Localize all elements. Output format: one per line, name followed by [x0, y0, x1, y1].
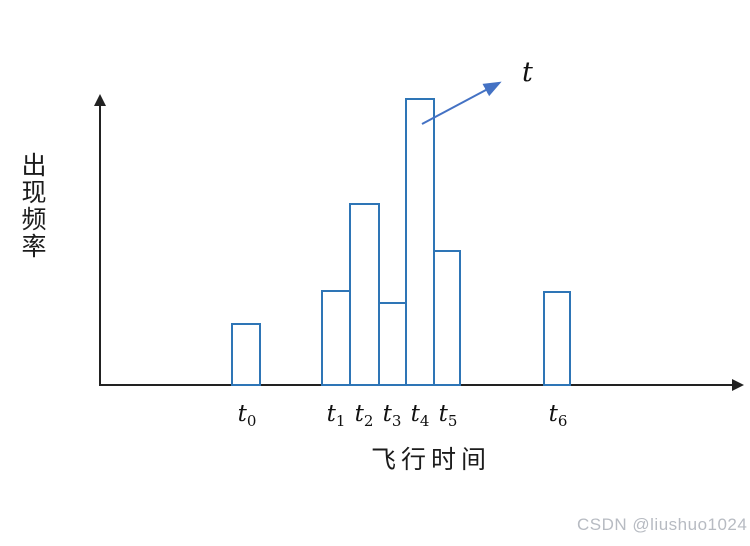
- tick-label-t5: t5: [438, 401, 458, 430]
- bar-t1-t2: [321, 290, 351, 386]
- x-axis-arrowhead-icon: [732, 379, 744, 391]
- tick-label-t6: t6: [548, 401, 568, 430]
- bar-t2-t3: [349, 203, 380, 386]
- y-axis-arrowhead-icon: [94, 94, 106, 106]
- y-axis-line: [99, 104, 101, 386]
- x-axis-label: 飞行时间: [371, 445, 492, 474]
- bar-t6: [543, 291, 571, 386]
- bar-t5: [433, 250, 461, 386]
- tick-label-t1: t1: [326, 401, 346, 430]
- tick-label-t2: t2: [354, 401, 374, 430]
- tick-label-t3: t3: [382, 401, 402, 430]
- y-axis-label: 出现频率: [18, 152, 47, 260]
- bar-t4-t5: [405, 98, 435, 386]
- bar-t0: [231, 323, 261, 386]
- watermark: CSDN @liushuo1024: [577, 515, 748, 534]
- tick-label-t4: t4: [410, 401, 430, 430]
- annotation-label: t: [522, 57, 533, 88]
- bar-t3-t4: [378, 302, 407, 386]
- tick-label-t0: t0: [237, 401, 257, 430]
